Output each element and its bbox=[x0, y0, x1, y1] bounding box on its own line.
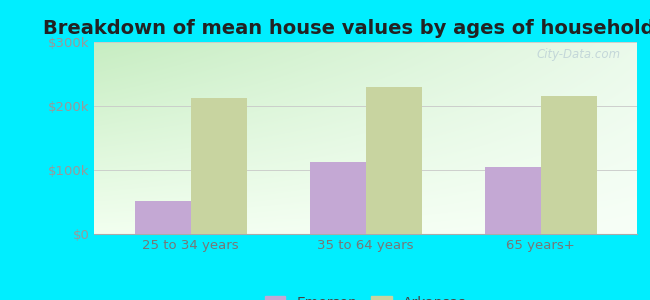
Bar bbox=[541, 96, 597, 234]
Bar bbox=[365, 87, 422, 234]
Title: Breakdown of mean house values by ages of householders: Breakdown of mean house values by ages o… bbox=[43, 19, 650, 38]
Legend: Emerson, Arkansas: Emerson, Arkansas bbox=[259, 291, 472, 300]
Bar bbox=[309, 162, 366, 234]
Bar bbox=[190, 98, 246, 234]
Text: City-Data.com: City-Data.com bbox=[537, 48, 621, 61]
Bar bbox=[485, 167, 541, 234]
Bar bbox=[135, 201, 190, 234]
